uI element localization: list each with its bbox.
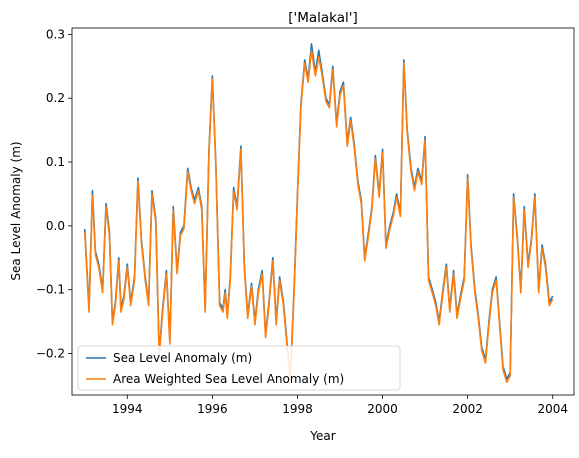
y-tick-label: −0.2 <box>36 347 65 361</box>
x-tick-label: 1994 <box>112 402 143 416</box>
legend: Sea Level Anomaly (m) Area Weighted Sea … <box>77 345 401 391</box>
series-line-area-weighted <box>83 49 554 384</box>
y-tick-label: −0.1 <box>36 283 65 297</box>
legend-box <box>77 345 401 391</box>
y-tick-label: 0.2 <box>46 91 65 105</box>
series-layer <box>83 43 554 384</box>
x-tick-label: 2000 <box>367 402 398 416</box>
y-tick-label: 0.3 <box>46 27 65 41</box>
legend-label-sea-level-anomaly: Sea Level Anomaly (m) <box>113 351 252 365</box>
y-tick-label: 0.1 <box>46 155 65 169</box>
x-tick-label: 2004 <box>537 402 568 416</box>
plot-area <box>71 27 575 396</box>
chart-title: ['Malakal'] <box>288 10 358 26</box>
x-axis-label: Year <box>309 429 335 443</box>
y-tick-label: 0.0 <box>46 219 65 233</box>
x-tick-label: 1998 <box>282 402 313 416</box>
y-axis-label: Sea Level Anomaly (m) <box>9 141 23 280</box>
legend-label-area-weighted: Area Weighted Sea Level Anomaly (m) <box>113 372 344 386</box>
x-tick-label: 2002 <box>452 402 483 416</box>
y-axis: −0.2 −0.1 0.0 0.1 0.2 0.3 <box>36 27 72 361</box>
x-tick-label: 1996 <box>197 402 228 416</box>
x-axis: 1994 1996 1998 2000 2002 2004 <box>112 395 568 416</box>
